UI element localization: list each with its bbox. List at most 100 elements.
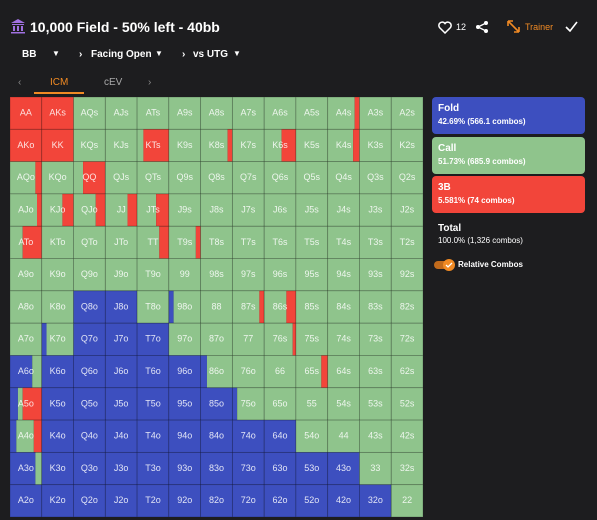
cell-segment bbox=[359, 420, 392, 453]
cell-segment bbox=[232, 226, 265, 259]
hand-label: AA bbox=[20, 108, 32, 118]
action-card[interactable]: 3B 5.581% (74 combos) bbox=[432, 176, 585, 213]
hand-label: 75o bbox=[241, 398, 256, 408]
cell-segment bbox=[46, 323, 74, 356]
cell-segment bbox=[62, 193, 74, 227]
hand-label: ATs bbox=[146, 108, 161, 118]
hand-label: 54o bbox=[304, 431, 319, 441]
like-button[interactable] bbox=[438, 21, 452, 34]
hand-label: 77 bbox=[243, 334, 253, 344]
action-stat: 5.581% (74 combos) bbox=[438, 196, 515, 205]
hand-label: J3o bbox=[114, 463, 129, 473]
hand-label: K2s bbox=[399, 140, 415, 150]
hand-label: J4s bbox=[337, 204, 352, 214]
hand-label: 82o bbox=[209, 495, 224, 505]
hand-label: 92s bbox=[400, 269, 415, 279]
cell-border bbox=[390, 387, 423, 421]
cell-segment bbox=[232, 161, 265, 194]
cell-segment bbox=[168, 290, 174, 324]
hand-label: 85o bbox=[209, 398, 224, 408]
action-name: Fold bbox=[438, 103, 460, 114]
cell-segment bbox=[232, 258, 265, 291]
action-card[interactable]: Fold 42.69% (566.1 combos) bbox=[432, 97, 585, 134]
hand-label: A6s bbox=[272, 108, 288, 118]
hand-label: K6o bbox=[50, 366, 66, 376]
tab-cev[interactable]: cEV bbox=[104, 77, 123, 88]
cell-segment bbox=[206, 355, 233, 388]
share-button[interactable] bbox=[475, 20, 489, 34]
tab-next[interactable]: › bbox=[148, 77, 152, 88]
hand-label: J9s bbox=[178, 204, 193, 214]
cell-segment bbox=[295, 387, 328, 421]
hand-label: T8o bbox=[145, 301, 161, 311]
hand-label: 98o bbox=[177, 301, 192, 311]
hand-label: KQo bbox=[49, 172, 67, 182]
cell-segment bbox=[327, 161, 360, 194]
cell-segment bbox=[41, 323, 47, 356]
cell-segment bbox=[168, 355, 201, 388]
cell-segment bbox=[264, 290, 287, 324]
check-button[interactable] bbox=[565, 21, 578, 32]
cell-segment bbox=[137, 484, 169, 517]
cell-segment bbox=[200, 323, 233, 356]
filter-position[interactable]: BB bbox=[22, 49, 37, 60]
hand-label: Q4o bbox=[81, 431, 98, 441]
toggle-switch[interactable] bbox=[433, 258, 457, 272]
filter-action[interactable]: Facing Open bbox=[91, 49, 152, 60]
cell-segment bbox=[359, 290, 392, 324]
hand-label: A4o bbox=[18, 431, 34, 441]
filter-opponent[interactable]: vs UTG bbox=[193, 49, 229, 60]
cell-segment bbox=[200, 290, 233, 324]
cell-segment bbox=[391, 484, 423, 517]
cell-segment bbox=[391, 355, 423, 388]
cell-segment bbox=[359, 129, 392, 162]
trainer-button[interactable]: Trainer bbox=[525, 22, 554, 32]
cell-segment bbox=[264, 420, 296, 453]
hand-label: 33 bbox=[370, 463, 380, 473]
cell-segment bbox=[295, 193, 328, 227]
action-name: Call bbox=[438, 143, 457, 154]
cell-segment bbox=[232, 420, 265, 453]
hand-label: K7o bbox=[50, 334, 66, 344]
cell-segment bbox=[168, 484, 201, 517]
tab-icm[interactable]: ICM bbox=[50, 77, 69, 88]
cell-segment bbox=[41, 258, 74, 291]
hand-label: 44 bbox=[339, 431, 349, 441]
cell-segment bbox=[73, 97, 106, 130]
hand-label: Q6o bbox=[81, 366, 98, 376]
cell-segment bbox=[200, 129, 228, 162]
cell-segment bbox=[391, 193, 423, 227]
hand-label: 52o bbox=[304, 495, 319, 505]
cell-segment bbox=[359, 97, 392, 130]
action-card[interactable]: Call 51.73% (685.9 combos) bbox=[432, 137, 585, 174]
cell-segment bbox=[227, 129, 233, 162]
hand-label: 82s bbox=[400, 301, 415, 311]
cell-segment bbox=[353, 129, 360, 162]
cell-segment bbox=[200, 161, 233, 194]
cell-segment bbox=[41, 452, 74, 485]
hand-label: Q2s bbox=[399, 172, 416, 182]
hand-label: 72s bbox=[400, 334, 415, 344]
cell-segment bbox=[41, 355, 74, 388]
cell-segment bbox=[168, 452, 201, 485]
cell-segment bbox=[232, 355, 265, 388]
cell-segment bbox=[359, 258, 392, 291]
tab-prev[interactable]: ‹ bbox=[18, 77, 22, 88]
hand-label: Q3s bbox=[367, 172, 384, 182]
hand-label: J8o bbox=[114, 301, 129, 311]
hand-label: 53s bbox=[368, 398, 383, 408]
cell-segment bbox=[137, 129, 144, 162]
cell-segment bbox=[264, 97, 296, 130]
cell-segment bbox=[200, 226, 233, 259]
hand-label: T9s bbox=[177, 237, 193, 247]
cell-segment bbox=[137, 323, 169, 356]
cell-segment bbox=[295, 97, 328, 130]
hand-label: 32s bbox=[400, 463, 415, 473]
hand-label: 97o bbox=[177, 334, 192, 344]
cell-segment bbox=[327, 226, 360, 259]
hand-label: Q8o bbox=[81, 301, 98, 311]
cell-segment bbox=[359, 323, 392, 356]
cell-segment bbox=[286, 290, 296, 324]
cell-segment bbox=[73, 193, 96, 227]
cell-segment bbox=[105, 258, 138, 291]
